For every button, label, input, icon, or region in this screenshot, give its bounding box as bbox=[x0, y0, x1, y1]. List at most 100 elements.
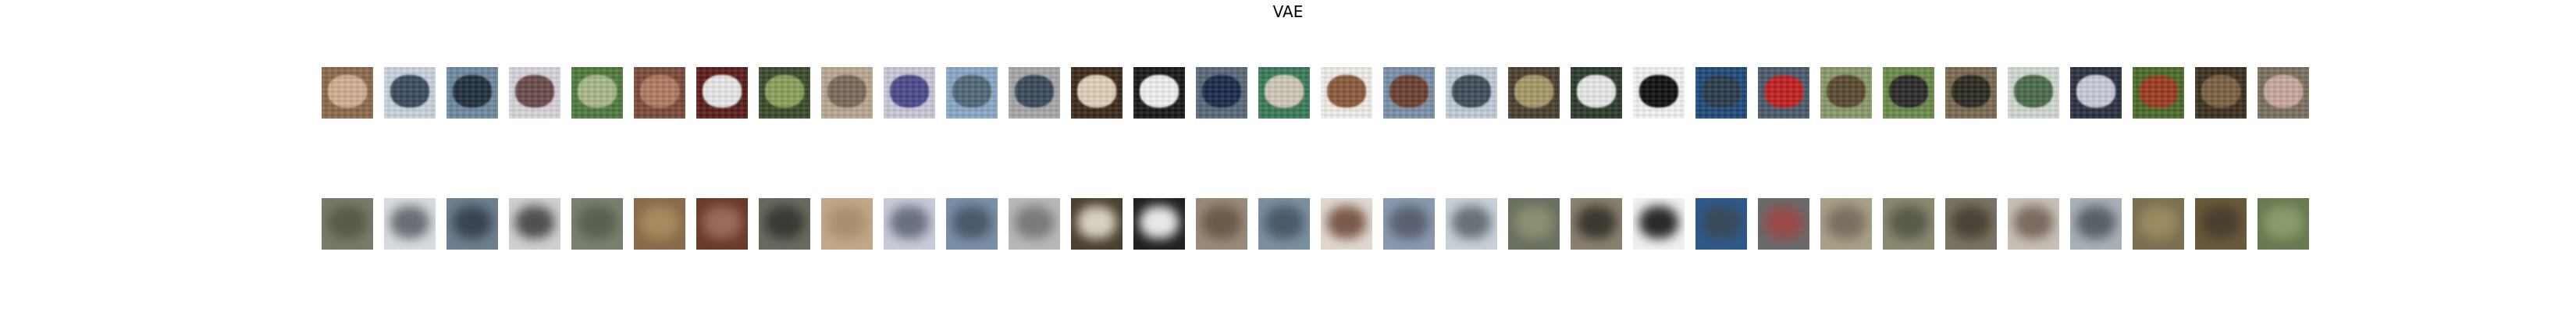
image-texture bbox=[1883, 67, 1934, 119]
original-image-thumbnail bbox=[2008, 67, 2059, 119]
image-subject bbox=[1202, 206, 1241, 239]
reconstructed-image-thumbnail bbox=[1133, 198, 1185, 250]
image-texture bbox=[2258, 67, 2309, 119]
reconstructed-image-thumbnail bbox=[1883, 198, 1934, 250]
image-subject bbox=[1327, 206, 1366, 239]
image-subject bbox=[1577, 206, 1616, 239]
reconstructed-image-thumbnail bbox=[759, 198, 810, 250]
image-subject bbox=[2076, 206, 2115, 239]
image-texture bbox=[884, 67, 935, 119]
image-texture bbox=[447, 67, 498, 119]
image-subject bbox=[2201, 206, 2240, 239]
image-subject bbox=[1764, 75, 1803, 108]
original-image-thumbnail bbox=[1883, 67, 1934, 119]
image-texture bbox=[1383, 67, 1435, 119]
reconstructed-image-thumbnail bbox=[821, 198, 873, 250]
reconstructed-image-thumbnail bbox=[1758, 198, 1809, 250]
original-image-thumbnail bbox=[509, 67, 560, 119]
image-subject bbox=[890, 75, 929, 108]
original-image-thumbnail bbox=[634, 67, 685, 119]
original-image-thumbnail bbox=[821, 67, 873, 119]
reconstructed-image-thumbnail bbox=[884, 198, 935, 250]
image-subject bbox=[765, 206, 804, 239]
image-subject bbox=[1077, 75, 1116, 108]
image-subject bbox=[390, 206, 429, 239]
image-texture bbox=[1446, 67, 1497, 119]
original-image-thumbnail bbox=[884, 67, 935, 119]
image-subject bbox=[1265, 75, 1304, 108]
image-subject bbox=[1639, 206, 1678, 239]
original-image-thumbnail bbox=[2133, 67, 2184, 119]
original-image-thumbnail bbox=[384, 67, 436, 119]
image-subject bbox=[952, 75, 991, 108]
image-subject bbox=[390, 75, 429, 108]
reconstructed-image-thumbnail bbox=[2258, 198, 2309, 250]
original-image-thumbnail bbox=[1133, 67, 1185, 119]
image-subject bbox=[1952, 206, 1991, 239]
original-image-thumbnail bbox=[1196, 67, 1247, 119]
reconstructed-image-thumbnail bbox=[634, 198, 685, 250]
image-subject bbox=[1639, 75, 1678, 108]
image-subject bbox=[703, 206, 742, 239]
image-texture bbox=[821, 67, 873, 119]
image-subject bbox=[328, 206, 367, 239]
original-images-row bbox=[322, 67, 2320, 119]
image-texture bbox=[2133, 67, 2184, 119]
reconstructed-image-thumbnail bbox=[509, 198, 560, 250]
image-subject bbox=[1889, 206, 1928, 239]
image-texture bbox=[2008, 67, 2059, 119]
image-texture bbox=[1321, 67, 1372, 119]
image-subject bbox=[1140, 75, 1179, 108]
image-subject bbox=[1577, 75, 1616, 108]
image-subject bbox=[1389, 75, 1429, 108]
image-texture bbox=[1196, 67, 1247, 119]
image-subject bbox=[1827, 75, 1866, 108]
image-subject bbox=[703, 75, 742, 108]
image-subject bbox=[1015, 75, 1054, 108]
original-image-thumbnail bbox=[322, 67, 373, 119]
image-subject bbox=[890, 206, 929, 239]
image-texture bbox=[634, 67, 685, 119]
reconstructed-image-thumbnail bbox=[2008, 198, 2059, 250]
reconstructed-image-thumbnail bbox=[1571, 198, 1622, 250]
reconstructed-image-thumbnail bbox=[1508, 198, 1560, 250]
original-image-thumbnail bbox=[1258, 67, 1310, 119]
image-subject bbox=[1702, 206, 1741, 239]
image-subject bbox=[1140, 206, 1179, 239]
reconstructed-image-thumbnail bbox=[1383, 198, 1435, 250]
original-image-thumbnail bbox=[2070, 67, 2122, 119]
image-texture bbox=[1633, 67, 1685, 119]
image-subject bbox=[2076, 75, 2115, 108]
reconstructed-image-thumbnail bbox=[1009, 198, 1060, 250]
image-texture bbox=[1758, 67, 1809, 119]
image-texture bbox=[696, 67, 748, 119]
image-subject bbox=[2201, 75, 2240, 108]
image-subject bbox=[578, 206, 617, 239]
original-image-thumbnail bbox=[696, 67, 748, 119]
image-subject bbox=[1764, 206, 1803, 239]
original-image-thumbnail bbox=[447, 67, 498, 119]
reconstructed-image-thumbnail bbox=[2070, 198, 2122, 250]
original-image-thumbnail bbox=[1321, 67, 1372, 119]
original-image-thumbnail bbox=[946, 67, 998, 119]
image-texture bbox=[1133, 67, 1185, 119]
image-subject bbox=[1889, 75, 1928, 108]
image-texture bbox=[1009, 67, 1060, 119]
reconstructed-image-thumbnail bbox=[1633, 198, 1685, 250]
reconstructed-image-thumbnail bbox=[447, 198, 498, 250]
reconstructed-image-thumbnail bbox=[571, 198, 623, 250]
reconstructed-image-thumbnail bbox=[1446, 198, 1497, 250]
image-texture bbox=[1071, 67, 1123, 119]
image-subject bbox=[765, 75, 804, 108]
image-subject bbox=[827, 206, 866, 239]
reconstructed-image-thumbnail bbox=[946, 198, 998, 250]
image-subject bbox=[515, 206, 554, 239]
image-texture bbox=[2195, 67, 2247, 119]
reconstructed-image-thumbnail bbox=[1196, 198, 1247, 250]
original-image-thumbnail bbox=[759, 67, 810, 119]
reconstructed-images-row bbox=[322, 198, 2320, 250]
image-subject bbox=[1952, 75, 1991, 108]
image-texture bbox=[1945, 67, 1997, 119]
image-texture bbox=[1258, 67, 1310, 119]
original-image-thumbnail bbox=[1633, 67, 1685, 119]
